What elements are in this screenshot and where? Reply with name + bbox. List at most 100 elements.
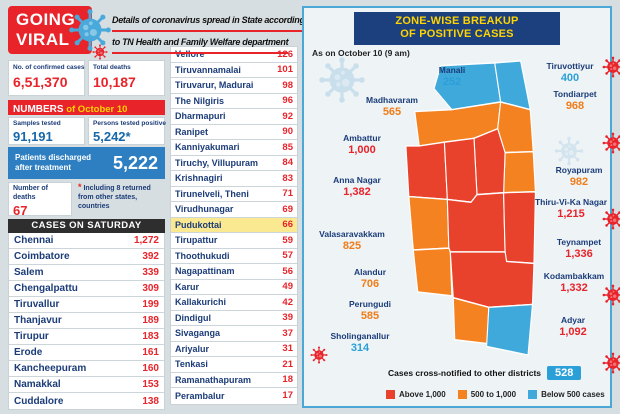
district-name: Sivaganga bbox=[175, 328, 221, 339]
total-deaths-value: 10,187 bbox=[93, 74, 136, 90]
list-item: The Nilgiris 96 bbox=[171, 93, 297, 109]
tested-positive-box: Persons tested positive 5,242* bbox=[88, 117, 166, 145]
legend-swatch bbox=[386, 390, 395, 399]
district-name: Ramanathapuram bbox=[175, 374, 252, 385]
district-name: Krishnagiri bbox=[175, 173, 223, 184]
list-item: Ramanathapuram 18 bbox=[171, 372, 297, 388]
legend-label: 500 to 1,000 bbox=[470, 390, 517, 399]
list-item: Tirupattur 59 bbox=[171, 233, 297, 249]
district-name: Tiruchy, Villupuram bbox=[175, 157, 259, 168]
district-name: Virudhunagar bbox=[175, 204, 234, 215]
district-cases: 90 bbox=[282, 126, 293, 138]
legend-label: Above 1,000 bbox=[399, 390, 446, 399]
footnote: * Including 8 returned from other states… bbox=[78, 183, 168, 211]
district-name: Chengalpattu bbox=[14, 283, 78, 294]
tagline-line1: Details of coronavirus spread in State a… bbox=[112, 12, 305, 32]
virus-icon bbox=[602, 56, 620, 78]
tagline-line2: to TN Health and Family Welfare departme… bbox=[112, 34, 289, 54]
table-row: Cuddalore 138 bbox=[9, 393, 164, 409]
district-cases: 183 bbox=[142, 331, 159, 342]
district-cases: 153 bbox=[142, 379, 159, 390]
district-name: Kancheepuram bbox=[14, 363, 87, 374]
district-cases: 21 bbox=[282, 358, 293, 370]
zone-panel-title-line1: ZONE-WISE BREAKUP bbox=[395, 15, 519, 27]
day-deaths-value: 67 bbox=[13, 203, 28, 218]
zone-label: Anna Nagar 1,382 bbox=[324, 175, 390, 199]
district-cases: 59 bbox=[282, 234, 293, 246]
district-cases: 42 bbox=[282, 296, 293, 308]
list-item: Dindigul 39 bbox=[171, 310, 297, 326]
zone-cases: 1,000 bbox=[348, 143, 376, 156]
saturday-cases-table: Chennai 1,272 Coimbatore 392 Salem 339 C… bbox=[8, 233, 165, 410]
zone-cases: 1,336 bbox=[565, 247, 593, 260]
district-name: Pudukottai bbox=[175, 219, 222, 230]
table-row: Coimbatore 392 bbox=[9, 249, 164, 265]
zone-name: Kodambakkam bbox=[543, 271, 605, 281]
tested-positive-value: 5,242* bbox=[93, 129, 131, 144]
legend-label: Below 500 cases bbox=[541, 390, 605, 399]
zone-cases: 825 bbox=[342, 239, 362, 252]
confirmed-cases-box: No. of confirmed cases 6,51,370 bbox=[8, 60, 85, 96]
confirmed-cases-label: No. of confirmed cases bbox=[13, 64, 85, 71]
district-cases: 101 bbox=[277, 64, 293, 76]
samples-tested-value: 91,191 bbox=[13, 129, 53, 144]
district-name: The Nilgiris bbox=[175, 95, 225, 106]
zone-name: Manali bbox=[438, 65, 466, 75]
legend-swatch bbox=[457, 390, 467, 399]
zone-name: Perungudi bbox=[348, 299, 392, 309]
zone-label: Perungudi 585 bbox=[342, 299, 398, 323]
virus-icon bbox=[602, 208, 620, 230]
district-name: Cuddalore bbox=[14, 395, 64, 407]
table-row: Tiruvallur 199 bbox=[9, 297, 164, 313]
zone-shape-alandur bbox=[412, 247, 453, 297]
district-cases: 189 bbox=[142, 315, 159, 326]
district-name: Tiruvannamalai bbox=[175, 64, 241, 75]
list-item: Krishnagiri 83 bbox=[171, 171, 297, 187]
footnote-asterisk: * bbox=[78, 182, 82, 192]
zone-name: Royapuram bbox=[555, 165, 603, 175]
zone-label: Thiru-Vi-Ka Nagar 1,215 bbox=[532, 197, 610, 221]
district-cases: 138 bbox=[142, 395, 159, 407]
district-name: Namakkal bbox=[14, 379, 61, 390]
district-name: Perambalur bbox=[175, 390, 225, 401]
zone-label: Adyar 1,092 bbox=[550, 315, 596, 339]
district-name: Nagapattinam bbox=[175, 266, 235, 277]
virus-icon bbox=[602, 352, 620, 374]
cross-notified-label: Cases cross-notified to other districts bbox=[388, 368, 542, 378]
district-name: Ranipet bbox=[175, 126, 209, 137]
zone-labels: Manali 252 Tiruvottiyur 400 Madhavaram 5… bbox=[304, 8, 610, 406]
zone-cases: 400 bbox=[560, 71, 580, 84]
list-item: Tiruchy, Villupuram 84 bbox=[171, 155, 297, 171]
confirmed-cases-value: 6,51,370 bbox=[13, 74, 68, 90]
district-cases: 69 bbox=[282, 203, 293, 215]
table-row: Thanjavur 189 bbox=[9, 313, 164, 329]
legend-item: Above 1,000 bbox=[386, 390, 446, 399]
map-legend: Above 1,000 500 to 1,000 Below 500 cases bbox=[386, 390, 605, 399]
district-name: Dharmapuri bbox=[175, 111, 226, 122]
district-cases: 17 bbox=[282, 390, 293, 402]
numbers-header-date: of October 10 bbox=[63, 104, 128, 115]
district-name: Karur bbox=[175, 281, 200, 292]
zone-name: Madhavaram bbox=[366, 95, 418, 105]
zone-cases: 982 bbox=[569, 175, 589, 188]
list-item: Tenkasi 21 bbox=[171, 357, 297, 373]
zone-cases: 252 bbox=[442, 75, 462, 88]
list-item: Kanniyakumari 85 bbox=[171, 140, 297, 156]
numbers-header-bar: NUMBERS of October 10 bbox=[8, 100, 165, 115]
zone-name: Sholinganallur bbox=[330, 331, 390, 341]
day-deaths-box: Number of deaths 67 bbox=[8, 182, 72, 218]
zone-name: Alandur bbox=[353, 267, 387, 277]
district-cases-list: Vellore 126 Tiruvannamalai 101 Tiruvarur… bbox=[170, 46, 298, 405]
district-cases: 126 bbox=[277, 48, 293, 60]
list-item: Vellore 126 bbox=[171, 47, 297, 63]
district-cases: 84 bbox=[282, 157, 293, 169]
district-cases: 199 bbox=[142, 299, 159, 310]
total-deaths-box: Total deaths 10,187 bbox=[88, 60, 165, 96]
zone-cases: 706 bbox=[360, 277, 380, 290]
district-cases: 83 bbox=[282, 172, 293, 184]
list-item: Kallakurichi 42 bbox=[171, 295, 297, 311]
district-cases: 339 bbox=[142, 267, 159, 278]
district-name: Kallakurichi bbox=[175, 297, 227, 308]
list-item: Perambalur 17 bbox=[171, 388, 297, 404]
